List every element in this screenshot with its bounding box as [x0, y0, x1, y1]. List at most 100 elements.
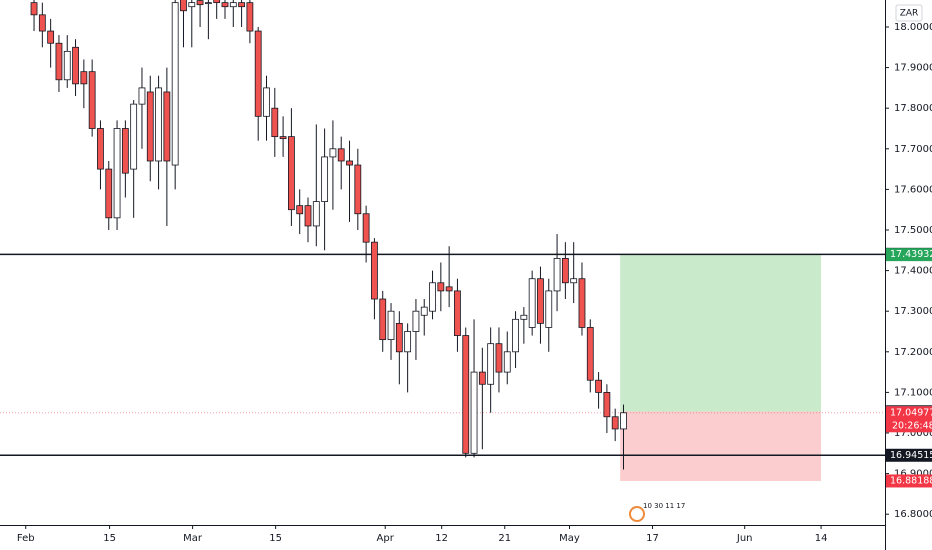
- level-tag-bg: [886, 448, 932, 462]
- candle-body: [561, 258, 569, 284]
- candle-body: [520, 314, 528, 320]
- candle-body: [462, 335, 470, 454]
- candle-body: [72, 46, 79, 85]
- candle-body: [354, 164, 362, 215]
- currency-box: [895, 4, 923, 22]
- x-tick-label: 15: [103, 533, 116, 544]
- candle-body: [420, 306, 428, 316]
- y-tick-label: 17.00000: [894, 428, 932, 439]
- x-tick-label: Feb: [17, 533, 35, 544]
- y-tick-label: 17.50000: [894, 225, 932, 236]
- candle-body: [138, 87, 146, 105]
- x-tick-label: Mar: [183, 533, 203, 544]
- candle-body: [304, 205, 312, 227]
- events-icon: [629, 506, 645, 522]
- candle-body: [470, 371, 478, 454]
- candle-body: [163, 91, 171, 162]
- candle-body: [379, 298, 387, 341]
- candle-body: [404, 331, 412, 353]
- candle-body: [171, 2, 179, 166]
- candle-body: [329, 148, 337, 158]
- candle-body: [429, 282, 436, 312]
- y-tick-label: 17.80000: [894, 103, 932, 114]
- y-tick-label: 17.70000: [894, 144, 932, 155]
- x-tick-label: 14: [815, 533, 828, 544]
- x-tick-label: Jun: [736, 533, 753, 544]
- candle-body: [512, 318, 519, 353]
- candle-body: [371, 241, 378, 300]
- candle-body: [238, 2, 245, 8]
- candle-body: [146, 91, 154, 162]
- candle-body: [321, 156, 329, 202]
- candle-body: [495, 343, 503, 373]
- y-tick-label: 17.30000: [894, 306, 932, 317]
- candle-body: [229, 2, 237, 8]
- candle-body: [395, 322, 403, 353]
- candle-body: [346, 160, 353, 166]
- x-tick-label: 17: [646, 533, 659, 544]
- candle-body: [487, 343, 495, 385]
- y-tick-label: 18.00000: [894, 22, 932, 33]
- candle-body: [263, 87, 270, 117]
- candle-body: [288, 136, 295, 211]
- x-tick-label: 21: [498, 533, 511, 544]
- candle-body: [528, 278, 536, 328]
- x-tick-label: 15: [269, 533, 282, 544]
- candle-body: [362, 213, 370, 243]
- candle-body: [254, 30, 262, 117]
- candle-body: [105, 168, 113, 219]
- x-tick-label: May: [559, 533, 580, 544]
- candle-body: [620, 412, 627, 430]
- candle-body: [196, 0, 204, 6]
- y-tick-label: 16.90000: [894, 469, 932, 480]
- countdown: 20:26:48: [892, 420, 932, 431]
- candle-body: [478, 371, 486, 385]
- candle-body: [545, 290, 553, 328]
- y-tick-label: 17.40000: [894, 266, 932, 277]
- candle-body: [279, 136, 287, 140]
- candle-body: [38, 14, 46, 32]
- candle-body: [611, 416, 619, 430]
- candle-body: [337, 148, 345, 162]
- currency-label: ZAR: [900, 9, 919, 19]
- candle-body: [188, 2, 196, 8]
- stop-tag: 16.88188: [890, 475, 932, 486]
- candle-body: [454, 290, 461, 336]
- candle-body: [595, 379, 602, 393]
- candle-body: [155, 87, 162, 162]
- candle-body: [296, 205, 304, 215]
- candle-body: [271, 107, 279, 138]
- candle-body: [204, 2, 212, 5]
- candle-body: [603, 392, 611, 418]
- target-tag: 17.43932: [890, 249, 932, 260]
- candle-body: [445, 286, 453, 292]
- y-tick-label: 17.20000: [894, 347, 932, 358]
- candle-body: [121, 128, 129, 174]
- y-tick-label: 17.10000: [894, 387, 932, 398]
- candle-body: [578, 278, 586, 328]
- candle-body: [80, 71, 88, 85]
- candle-body: [537, 278, 544, 324]
- y-tick-label: 16.80000: [894, 509, 932, 520]
- candle-body: [55, 42, 63, 81]
- target-tag-bg: [886, 248, 932, 262]
- x-tick-label: Apr: [377, 533, 395, 544]
- y-tick-label: 17.90000: [894, 63, 932, 74]
- candle-body: [47, 30, 55, 44]
- last-price-tag: 17.04977: [890, 407, 932, 418]
- candle-body: [387, 310, 395, 341]
- last-price-tag-bg: [886, 406, 932, 433]
- candle-body: [180, 0, 187, 12]
- candle-body: [88, 71, 96, 129]
- level-tag: 16.94515: [890, 450, 932, 461]
- profit-zone: [620, 254, 822, 412]
- candle-body: [30, 2, 38, 16]
- candle-body: [246, 2, 254, 32]
- x-tick-label: 12: [435, 533, 448, 544]
- candle-body: [97, 128, 104, 170]
- candle-body: [113, 128, 121, 219]
- events-label: 10 30 11 17: [643, 502, 685, 510]
- candle-body: [63, 50, 71, 81]
- stop-tag-bg: [886, 474, 932, 488]
